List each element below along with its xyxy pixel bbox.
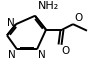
Text: NH₂: NH₂ xyxy=(38,1,59,11)
Text: N: N xyxy=(38,50,46,60)
Text: O: O xyxy=(61,46,69,56)
Text: N: N xyxy=(8,50,16,60)
Text: O: O xyxy=(74,13,82,23)
Text: N: N xyxy=(7,18,15,28)
